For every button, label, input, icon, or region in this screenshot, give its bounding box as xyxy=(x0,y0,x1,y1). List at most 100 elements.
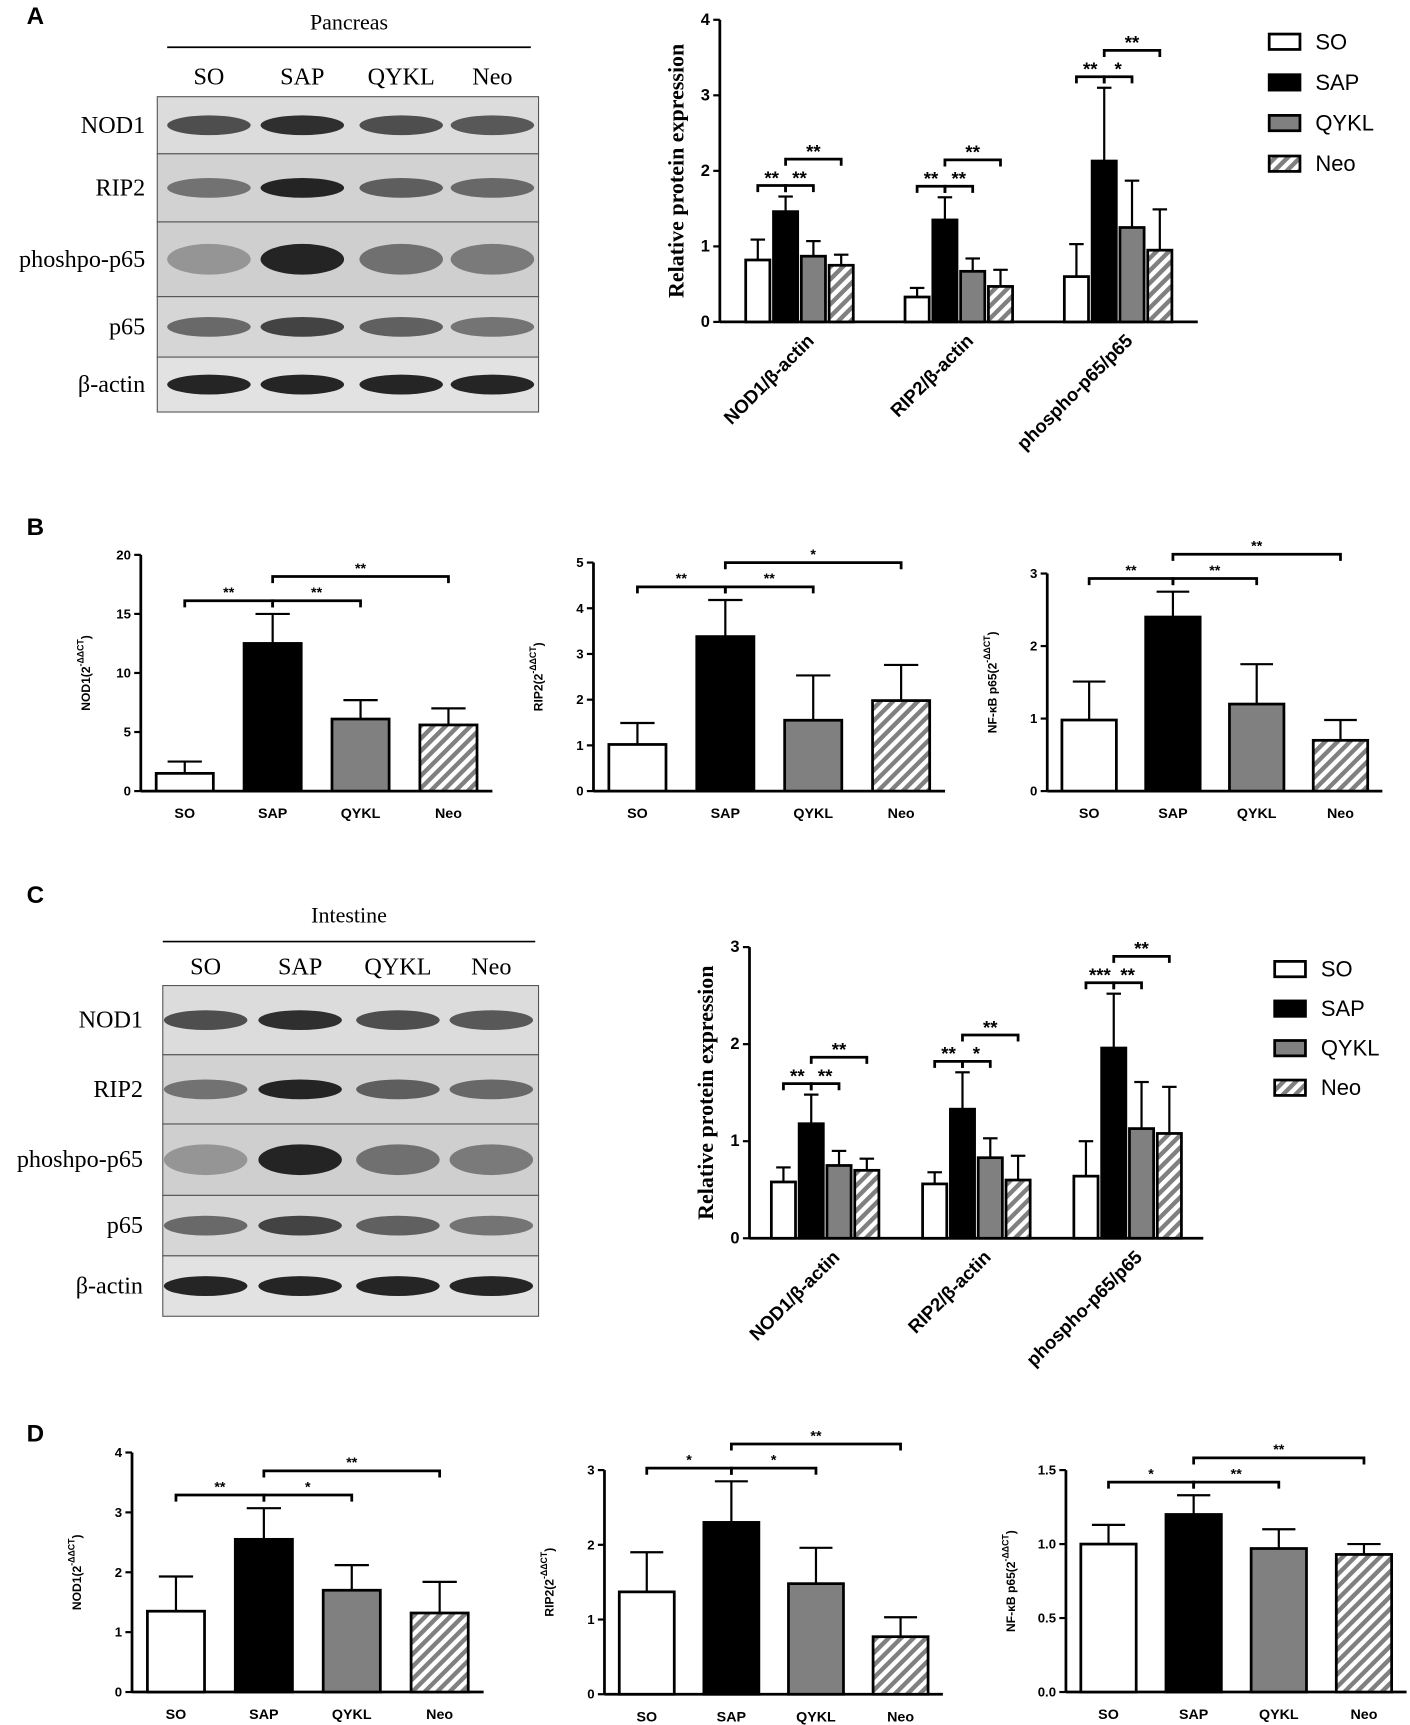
significance-bracket xyxy=(1171,577,1259,586)
bar xyxy=(1128,1127,1156,1240)
lane-label: SO xyxy=(193,63,224,90)
significance-label: ** xyxy=(1125,32,1140,53)
significance-label: * xyxy=(1114,59,1122,80)
significance-bracket xyxy=(723,585,815,594)
y-axis-label: NOD1(2-ΔΔCT) xyxy=(75,635,92,711)
bar xyxy=(1060,718,1118,793)
y-tick-label: 4 xyxy=(701,11,711,29)
blot-band xyxy=(356,1010,440,1031)
y-tick-label: 0.5 xyxy=(1038,1611,1056,1626)
significance-label: ** xyxy=(214,1479,226,1495)
y-axis-label-end: ) xyxy=(532,642,546,646)
significance-bracket xyxy=(645,1466,733,1475)
y-axis-label-sup: -ΔΔCT xyxy=(67,1538,77,1566)
blot-band xyxy=(167,177,251,198)
bar xyxy=(769,1180,797,1240)
blot-band xyxy=(167,243,251,275)
x-tick-label: QYKL xyxy=(332,1707,372,1723)
blot-row-label: β-actin xyxy=(78,371,145,398)
bar xyxy=(702,1521,761,1696)
x-tick-label: SO xyxy=(636,1709,657,1725)
bar xyxy=(1090,159,1118,324)
panel-letter: D xyxy=(27,1420,44,1447)
significance-label: * xyxy=(1148,1466,1154,1482)
bar xyxy=(1228,702,1286,793)
y-tick-label: 1 xyxy=(115,1625,122,1640)
bar xyxy=(617,1590,676,1696)
legend-swatch xyxy=(1273,1039,1307,1058)
bar xyxy=(871,1635,930,1696)
y-tick-label: 1 xyxy=(587,1612,594,1627)
legend-swatch xyxy=(1273,960,1307,979)
blot-band xyxy=(163,1215,248,1236)
lane-label: Neo xyxy=(471,953,511,980)
bar xyxy=(949,1107,976,1240)
x-tick-label: QYKL xyxy=(793,806,833,822)
blot-band xyxy=(449,1276,534,1296)
y-tick-label: 1.0 xyxy=(1038,1537,1056,1552)
legend-label: QYKL xyxy=(1321,1036,1380,1061)
legend-swatch xyxy=(1267,32,1302,51)
bar xyxy=(799,254,827,324)
x-tick-label: SAP xyxy=(249,1707,279,1723)
y-axis-label: Relative protein expression xyxy=(663,44,688,298)
significance-bracket xyxy=(784,184,815,193)
blot-band xyxy=(163,1079,248,1100)
legend-label: SO xyxy=(1321,957,1353,982)
blot-band xyxy=(356,1276,440,1296)
significance-bracket xyxy=(1192,1456,1366,1465)
y-tick-label: 0 xyxy=(115,1685,122,1700)
blot-band xyxy=(260,374,345,395)
y-tick-label: 3 xyxy=(115,1505,122,1520)
bar xyxy=(827,263,855,324)
bar xyxy=(871,699,932,793)
y-axis-label: NF-κB p65(2-ΔΔCT) xyxy=(1001,1530,1018,1632)
bar xyxy=(987,285,1014,324)
blot-band xyxy=(450,115,535,136)
y-tick-label: 4 xyxy=(576,601,584,616)
x-tick-label: Neo xyxy=(1350,1707,1377,1723)
y-tick-label: 1 xyxy=(701,237,710,255)
bar xyxy=(1146,248,1174,324)
bar xyxy=(146,1609,206,1694)
significance-bracket xyxy=(1192,1480,1281,1489)
legend-swatch xyxy=(1267,113,1302,133)
bar xyxy=(409,1611,470,1694)
significance-label: ** xyxy=(764,167,779,188)
y-tick-label: 0 xyxy=(701,313,710,331)
significance-bracket xyxy=(174,1493,266,1502)
significance-bracket xyxy=(1102,49,1162,57)
significance-bracket xyxy=(809,1055,869,1064)
x-tick-label: QYKL xyxy=(1259,1707,1299,1723)
y-tick-label: 3 xyxy=(701,86,710,104)
y-tick-label: 4 xyxy=(115,1445,123,1460)
significance-bracket xyxy=(729,1442,902,1451)
y-tick-label: 15 xyxy=(116,606,131,621)
significance-bracket xyxy=(961,1059,992,1068)
significance-bracket xyxy=(943,158,1002,167)
significance-bracket xyxy=(729,1466,818,1475)
significance-bracket xyxy=(262,1469,442,1478)
blot-band xyxy=(258,1276,342,1296)
y-tick-label: 2 xyxy=(701,162,710,180)
y-tick-label: 0.0 xyxy=(1038,1685,1056,1700)
y-axis-label-text: RIP2(2 xyxy=(543,1579,557,1617)
blot-band xyxy=(258,1010,342,1031)
significance-bracket xyxy=(1112,981,1143,990)
blot-band xyxy=(260,316,345,337)
significance-label: * xyxy=(305,1479,311,1495)
significance-label: ** xyxy=(1120,965,1135,986)
legend-label: SO xyxy=(1315,29,1347,54)
bar xyxy=(1164,1513,1223,1694)
bar xyxy=(1118,226,1146,324)
x-tick-label: SAP xyxy=(717,1709,747,1725)
significance-label: * xyxy=(973,1043,981,1064)
significance-label: *** xyxy=(1089,965,1112,986)
significance-bracket xyxy=(961,1033,1020,1042)
bar xyxy=(321,1588,382,1694)
bar xyxy=(976,1156,1004,1240)
x-tick-label: QYKL xyxy=(1237,806,1277,822)
blot-title: Pancreas xyxy=(310,9,388,34)
